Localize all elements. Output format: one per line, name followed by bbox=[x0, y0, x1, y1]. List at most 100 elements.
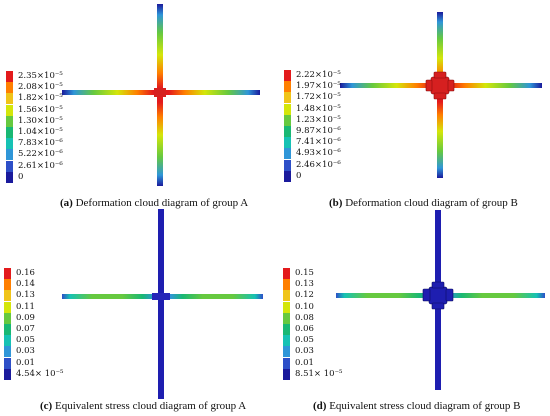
legend-label: 1.23×10⁻⁵ bbox=[296, 114, 341, 125]
legend-swatch bbox=[6, 104, 13, 116]
panel-d-connector bbox=[422, 281, 454, 310]
legend-swatch bbox=[284, 81, 291, 93]
legend-label: 0.10 bbox=[295, 301, 314, 312]
legend-swatch bbox=[283, 268, 290, 279]
legend-label: 4.54× 10⁻⁵ bbox=[16, 368, 64, 379]
legend-label: 0.05 bbox=[295, 335, 314, 346]
legend-swatch bbox=[4, 301, 11, 313]
legend-swatch bbox=[6, 160, 13, 172]
legend-label: 1.97×10⁻⁵ bbox=[296, 81, 341, 92]
legend-label: 0.03 bbox=[16, 346, 35, 357]
legend-label: 5.22×10⁻⁶ bbox=[18, 149, 63, 160]
legend-swatch bbox=[283, 301, 290, 313]
caption-a-text: Deformation cloud diagram of group A bbox=[72, 197, 249, 209]
legend-label: 0.01 bbox=[16, 357, 35, 368]
legend-swatch bbox=[283, 312, 290, 324]
legend-label: 4.93×10⁻⁶ bbox=[296, 148, 341, 159]
panel-d-model bbox=[336, 210, 545, 390]
panel-a-joint bbox=[154, 88, 166, 97]
legend-label: 0.16 bbox=[16, 268, 35, 278]
legend-swatch bbox=[6, 82, 13, 94]
legend-label: 0.05 bbox=[16, 335, 35, 346]
legend-swatch bbox=[6, 71, 13, 82]
legend-label: 0.13 bbox=[295, 279, 314, 290]
legend-swatch bbox=[283, 346, 290, 358]
legend-label: 0.12 bbox=[295, 290, 314, 301]
legend-swatch bbox=[284, 170, 291, 182]
legend-swatch bbox=[4, 290, 11, 302]
legend-label: 0.09 bbox=[16, 312, 35, 323]
legend-swatch bbox=[4, 279, 11, 291]
legend-swatch bbox=[283, 290, 290, 302]
legend-label: 1.30×10⁻⁵ bbox=[18, 115, 63, 126]
legend-swatch bbox=[4, 268, 11, 279]
legend-swatch bbox=[284, 137, 291, 149]
caption-b: (b) Deformation cloud diagram of group B bbox=[329, 197, 518, 209]
caption-c: (c) Equivalent stress cloud diagram of g… bbox=[40, 400, 246, 412]
legend-swatch bbox=[4, 335, 11, 347]
legend-swatch bbox=[6, 115, 13, 127]
caption-d-text: Equivalent stress cloud diagram of group… bbox=[326, 400, 521, 412]
legend-label: 9.87×10⁻⁶ bbox=[296, 126, 341, 136]
legend-label: 0.03 bbox=[295, 346, 314, 357]
panel-b-model bbox=[340, 12, 542, 178]
legend-swatch bbox=[284, 114, 291, 126]
legend-label: 1.82×10⁻⁵ bbox=[18, 93, 63, 104]
legend-swatch bbox=[6, 93, 13, 105]
legend-label: 0.07 bbox=[16, 324, 35, 334]
legend-swatch bbox=[283, 335, 290, 347]
legend-label: 0.08 bbox=[295, 312, 314, 323]
legend-label: 0.13 bbox=[16, 290, 35, 301]
legend-label: 2.46×10⁻⁶ bbox=[296, 159, 341, 170]
legend-label: 2.08×10⁻⁵ bbox=[18, 82, 63, 93]
legend-label: 7.41×10⁻⁶ bbox=[296, 137, 341, 148]
legend-swatch bbox=[284, 126, 291, 137]
legend-label: 2.35×10⁻⁵ bbox=[18, 71, 63, 81]
legend-swatch bbox=[284, 148, 291, 160]
legend-label: 0 bbox=[296, 170, 302, 181]
caption-b-letter: (b) bbox=[329, 197, 343, 209]
legend-swatch bbox=[283, 279, 290, 291]
legend-label: 0.06 bbox=[295, 324, 314, 334]
legend-swatch bbox=[4, 368, 11, 380]
panel-b-connector bbox=[425, 71, 455, 100]
legend-swatch bbox=[284, 92, 291, 104]
legend-label: 1.04×10⁻⁵ bbox=[18, 127, 63, 137]
legend-label: 7.83×10⁻⁶ bbox=[18, 138, 63, 149]
panel-a-model bbox=[62, 4, 260, 186]
legend-swatch bbox=[283, 368, 290, 380]
legend-swatch bbox=[4, 346, 11, 358]
caption-c-letter: (c) bbox=[40, 400, 53, 412]
legend-swatch bbox=[284, 103, 291, 115]
legend-label: 0.15 bbox=[295, 268, 314, 278]
legend-swatch bbox=[6, 138, 13, 150]
legend-swatch bbox=[284, 159, 291, 171]
panel-c-vertical-beam bbox=[158, 209, 164, 399]
legend-label: 0 bbox=[18, 171, 24, 182]
legend-label: 0.01 bbox=[295, 357, 314, 368]
caption-a-letter: (a) bbox=[60, 197, 73, 209]
legend-label: 8.51× 10⁻⁵ bbox=[295, 368, 343, 379]
legend-swatch bbox=[284, 70, 291, 81]
legend-label: 1.48×10⁻⁵ bbox=[296, 103, 341, 114]
caption-c-text: Equivalent stress cloud diagram of group… bbox=[52, 400, 247, 412]
caption-a: (a) Deformation cloud diagram of group A bbox=[60, 197, 248, 209]
legend-swatch bbox=[283, 324, 290, 335]
caption-d-letter: (d) bbox=[313, 400, 327, 412]
legend-label: 2.61×10⁻⁶ bbox=[18, 160, 63, 171]
legend-label: 2.22×10⁻⁵ bbox=[296, 70, 341, 80]
legend-swatch bbox=[4, 357, 11, 369]
legend-label: 1.72×10⁻⁵ bbox=[296, 92, 341, 103]
legend-label: 0.11 bbox=[16, 301, 35, 312]
legend-label: 0.14 bbox=[16, 279, 35, 290]
legend-swatch bbox=[6, 149, 13, 161]
panel-c-model bbox=[62, 209, 263, 399]
legend-swatch bbox=[4, 324, 11, 335]
legend-label: 1.56×10⁻⁵ bbox=[18, 104, 63, 115]
legend-swatch bbox=[6, 127, 13, 138]
legend-swatch bbox=[6, 171, 13, 183]
legend-swatch bbox=[4, 312, 11, 324]
caption-b-text: Deformation cloud diagram of group B bbox=[342, 197, 518, 209]
legend-swatch bbox=[283, 357, 290, 369]
